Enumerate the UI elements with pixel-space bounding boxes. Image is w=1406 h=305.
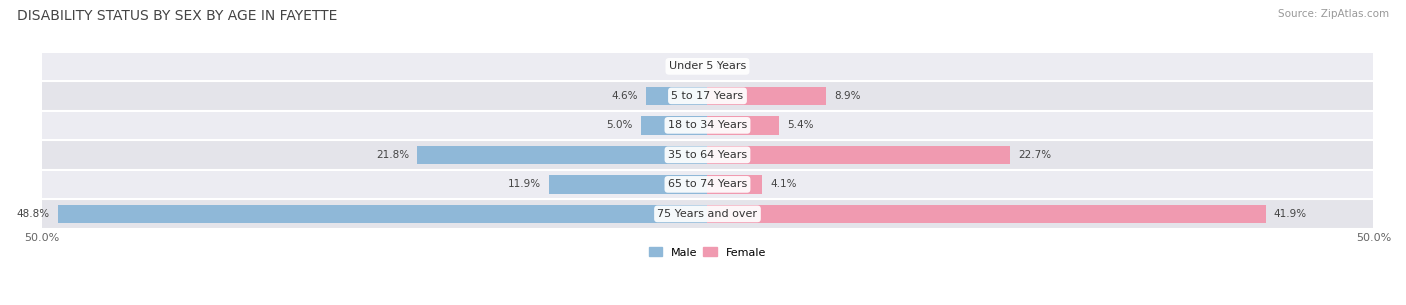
Text: Under 5 Years: Under 5 Years bbox=[669, 61, 747, 71]
Bar bbox=[42, 52, 1374, 81]
Text: 5.0%: 5.0% bbox=[606, 120, 633, 130]
Bar bbox=[707, 175, 762, 194]
Bar bbox=[42, 199, 1374, 229]
Bar bbox=[707, 146, 1010, 164]
Text: 5.4%: 5.4% bbox=[787, 120, 814, 130]
Text: 4.1%: 4.1% bbox=[770, 179, 797, 189]
Text: 18 to 34 Years: 18 to 34 Years bbox=[668, 120, 747, 130]
Bar bbox=[641, 116, 707, 135]
Bar bbox=[42, 170, 1374, 199]
Text: 4.6%: 4.6% bbox=[612, 91, 638, 101]
Text: 21.8%: 21.8% bbox=[375, 150, 409, 160]
Legend: Male, Female: Male, Female bbox=[644, 243, 770, 262]
Text: 48.8%: 48.8% bbox=[17, 209, 49, 219]
Text: DISABILITY STATUS BY SEX BY AGE IN FAYETTE: DISABILITY STATUS BY SEX BY AGE IN FAYET… bbox=[17, 9, 337, 23]
Bar bbox=[42, 111, 1374, 140]
Text: 35 to 64 Years: 35 to 64 Years bbox=[668, 150, 747, 160]
Text: 5 to 17 Years: 5 to 17 Years bbox=[672, 91, 744, 101]
Bar bbox=[707, 87, 825, 105]
Bar bbox=[647, 87, 707, 105]
Text: 0.0%: 0.0% bbox=[673, 61, 700, 71]
Text: 22.7%: 22.7% bbox=[1018, 150, 1050, 160]
Bar bbox=[548, 175, 707, 194]
Text: Source: ZipAtlas.com: Source: ZipAtlas.com bbox=[1278, 9, 1389, 19]
Bar bbox=[58, 205, 707, 223]
Text: 0.0%: 0.0% bbox=[716, 61, 742, 71]
Bar bbox=[707, 116, 779, 135]
Text: 75 Years and over: 75 Years and over bbox=[658, 209, 758, 219]
Bar bbox=[42, 81, 1374, 111]
Text: 41.9%: 41.9% bbox=[1274, 209, 1306, 219]
Text: 65 to 74 Years: 65 to 74 Years bbox=[668, 179, 747, 189]
Text: 8.9%: 8.9% bbox=[834, 91, 860, 101]
Bar bbox=[42, 140, 1374, 170]
Text: 11.9%: 11.9% bbox=[508, 179, 541, 189]
Bar bbox=[707, 205, 1265, 223]
Bar bbox=[418, 146, 707, 164]
